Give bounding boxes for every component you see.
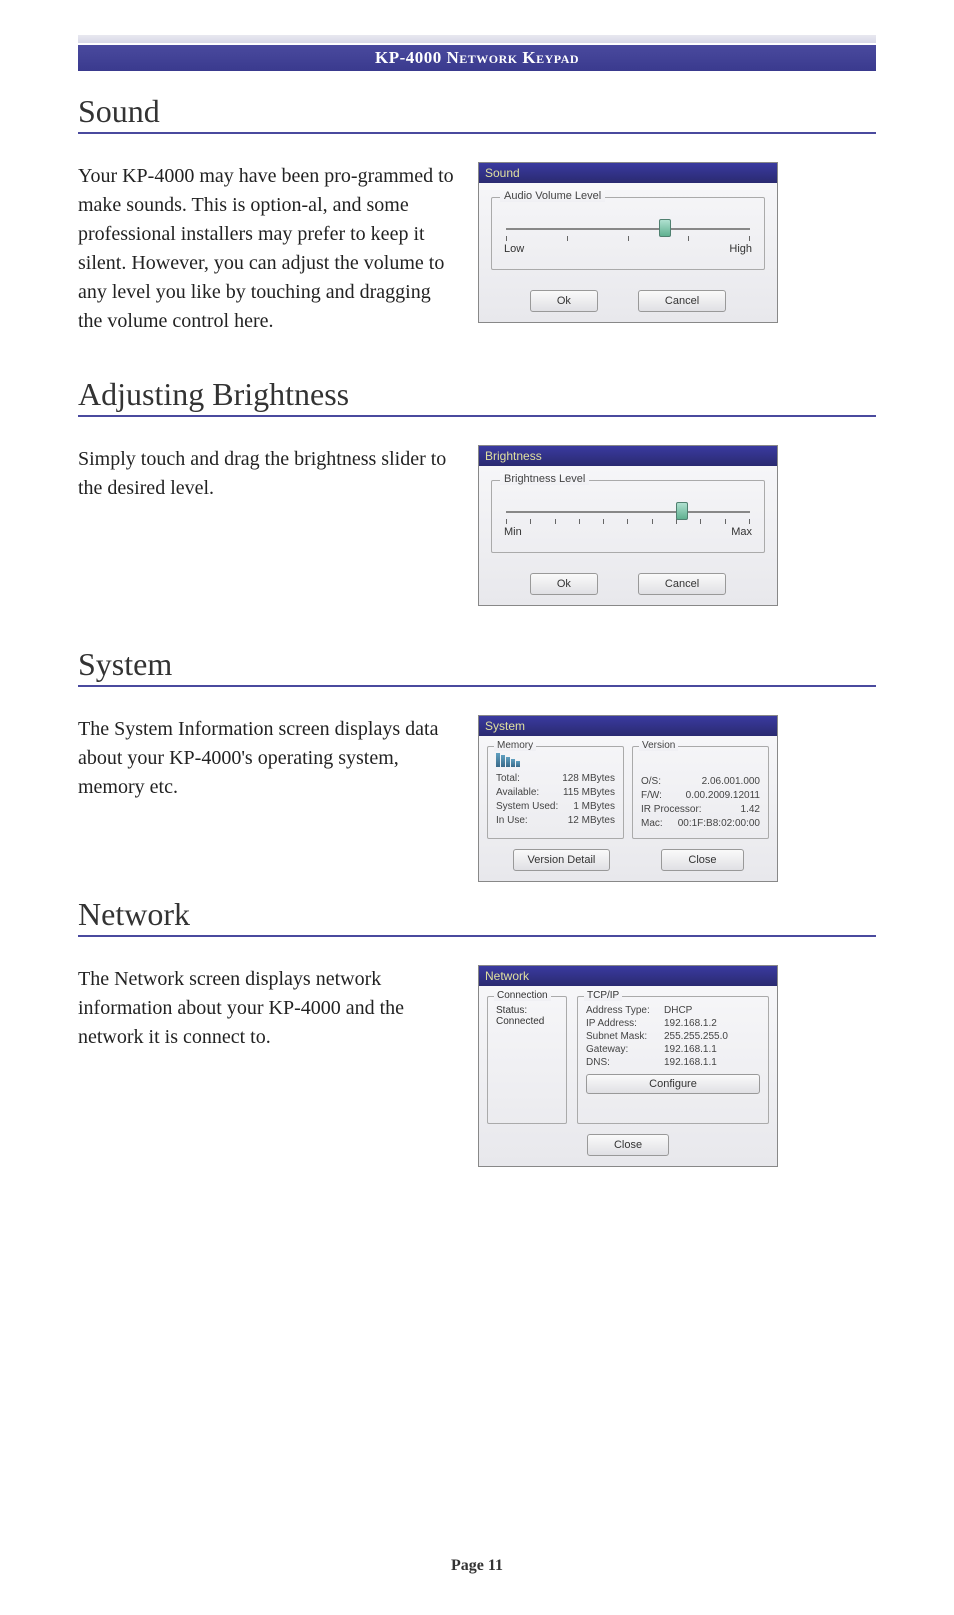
version-detail-button[interactable]: Version Detail	[513, 849, 611, 871]
sound-cancel-button[interactable]: Cancel	[638, 290, 726, 312]
memory-bars-icon	[496, 753, 615, 767]
network-close-button[interactable]: Close	[587, 1134, 669, 1156]
ver-mac-value: 00:1F:B8:02:00:00	[678, 818, 760, 829]
system-screenshot: System Memory Total:128 MBytes Avail	[478, 715, 778, 882]
brightness-level-legend: Brightness Level	[500, 473, 589, 485]
system-close-button[interactable]: Close	[661, 849, 743, 871]
addr-type-value: DHCP	[664, 1005, 692, 1016]
sound-window-title: Sound	[479, 163, 777, 183]
brightness-cancel-button[interactable]: Cancel	[638, 573, 726, 595]
brightness-screenshot: Brightness Brightness Level Min Max Ok C…	[478, 445, 778, 606]
brightness-slider-track[interactable]	[506, 511, 750, 513]
mem-inuse-value: 12 MBytes	[568, 815, 615, 826]
mem-avail-value: 115 MBytes	[563, 787, 615, 798]
ver-os-value: 2.06.001.000	[702, 776, 760, 787]
status-label: Status:	[496, 1005, 558, 1016]
memory-legend: Memory	[494, 740, 536, 751]
configure-button[interactable]: Configure	[586, 1074, 760, 1094]
gateway-label: Gateway:	[586, 1044, 664, 1055]
ver-mac-label: Mac:	[641, 818, 663, 829]
network-heading: Network	[78, 896, 876, 937]
page-number: Page 11	[451, 1557, 503, 1574]
connection-legend: Connection	[494, 990, 551, 1001]
sound-ok-button[interactable]: Ok	[530, 290, 598, 312]
dns-value: 192.168.1.1	[664, 1057, 717, 1068]
brightness-ok-button[interactable]: Ok	[530, 573, 598, 595]
ver-ir-value: 1.42	[741, 804, 760, 815]
brightness-min-label: Min	[504, 526, 522, 538]
version-legend: Version	[639, 740, 678, 751]
header-gradient-bar	[78, 35, 876, 43]
dns-label: DNS:	[586, 1057, 664, 1068]
brightness-max-label: Max	[731, 526, 752, 538]
ver-fw-value: 0.00.2009.12011	[686, 790, 760, 801]
audio-volume-legend: Audio Volume Level	[500, 190, 605, 202]
ver-os-label: O/S:	[641, 776, 661, 787]
mem-total-value: 128 MBytes	[562, 773, 615, 784]
brightness-heading: Adjusting Brightness	[78, 376, 876, 417]
brightness-slider-thumb[interactable]	[676, 502, 688, 520]
mem-total-label: Total:	[496, 773, 520, 784]
brightness-window-title: Brightness	[479, 446, 777, 466]
system-window-title: System	[479, 716, 777, 736]
network-window-title: Network	[479, 966, 777, 986]
document-title: KP-4000 Network Keypad	[375, 48, 579, 67]
status-value: Connected	[496, 1016, 558, 1027]
volume-low-label: Low	[504, 243, 524, 255]
sound-screenshot: Sound Audio Volume Level Low High Ok Can…	[478, 162, 778, 323]
volume-slider-track[interactable]	[506, 228, 750, 230]
mem-inuse-label: In Use:	[496, 815, 528, 826]
page-footer: Page 11	[0, 1557, 954, 1575]
sound-body-text: Your KP-4000 may have been pro-grammed t…	[78, 162, 458, 336]
ip-value: 192.168.1.2	[664, 1018, 717, 1029]
tcpip-legend: TCP/IP	[584, 990, 622, 1001]
brightness-body-text: Simply touch and drag the brightness sli…	[78, 445, 458, 503]
system-body-text: The System Information screen displays d…	[78, 715, 458, 802]
mem-used-label: System Used:	[496, 801, 558, 812]
ver-ir-label: IR Processor:	[641, 804, 702, 815]
sound-heading: Sound	[78, 93, 876, 134]
network-screenshot: Network Connection Status: Connected TCP…	[478, 965, 778, 1167]
gateway-value: 192.168.1.1	[664, 1044, 717, 1055]
subnet-label: Subnet Mask:	[586, 1031, 664, 1042]
ip-label: IP Address:	[586, 1018, 664, 1029]
volume-high-label: High	[729, 243, 752, 255]
document-title-bar: KP-4000 Network Keypad	[78, 45, 876, 71]
network-body-text: The Network screen displays network info…	[78, 965, 458, 1052]
mem-used-value: 1 MBytes	[573, 801, 615, 812]
subnet-value: 255.255.255.0	[664, 1031, 728, 1042]
volume-slider-thumb[interactable]	[659, 219, 671, 237]
system-heading: System	[78, 646, 876, 687]
mem-avail-label: Available:	[496, 787, 539, 798]
addr-type-label: Address Type:	[586, 1005, 664, 1016]
ver-fw-label: F/W:	[641, 790, 662, 801]
